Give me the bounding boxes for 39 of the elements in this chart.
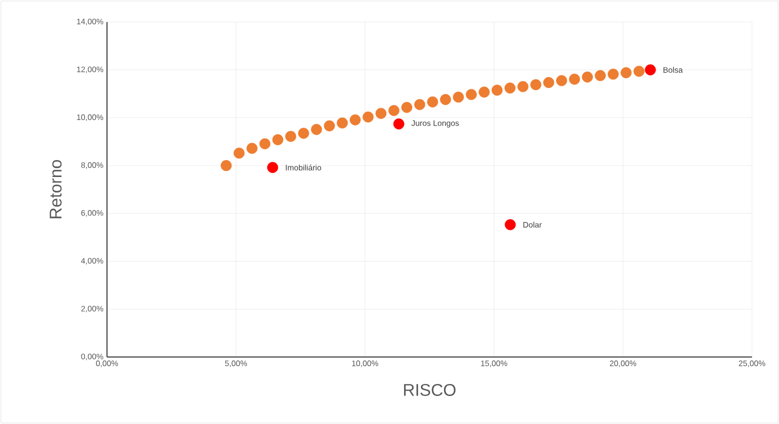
- point: [543, 77, 554, 88]
- point: [620, 67, 632, 78]
- point: [311, 124, 322, 135]
- point: [452, 92, 464, 103]
- y-axis-title: Retorno: [50, 160, 62, 218]
- point: [393, 118, 404, 130]
- point: [504, 82, 516, 94]
- point: [324, 120, 335, 132]
- point: [644, 64, 656, 76]
- point: [267, 162, 278, 173]
- point: [608, 68, 619, 80]
- point: [401, 102, 412, 113]
- x-axis-title: RISCO: [404, 384, 456, 396]
- point: [634, 66, 645, 77]
- point: [556, 75, 568, 86]
- point: [582, 72, 593, 83]
- point: [504, 219, 516, 230]
- point: [362, 111, 374, 122]
- point: [414, 99, 426, 110]
- point: [259, 138, 270, 150]
- point: [376, 108, 387, 119]
- point: [492, 84, 503, 96]
- point: [569, 74, 580, 85]
- point: [530, 79, 542, 90]
- point: [336, 117, 348, 128]
- point: [427, 96, 438, 108]
- point: [234, 148, 245, 159]
- point: [517, 81, 528, 92]
- point: [350, 114, 361, 126]
- point: [285, 130, 296, 142]
- point: [440, 94, 452, 106]
- point: [272, 134, 284, 146]
- point: [298, 128, 310, 139]
- point: [246, 142, 258, 154]
- point: [466, 89, 477, 100]
- point: [478, 86, 490, 98]
- point: [594, 70, 606, 82]
- point: [388, 105, 400, 116]
- point: [220, 160, 232, 172]
